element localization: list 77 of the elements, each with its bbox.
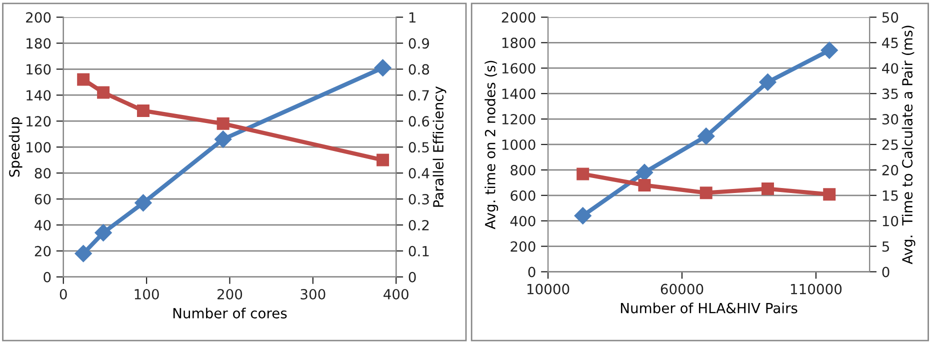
- y-tick-label: 2000: [502, 12, 536, 23]
- y-tick-label: 1800: [502, 38, 536, 48]
- y2-tick-label: 0.4: [408, 168, 430, 179]
- y-tick-label: 600: [510, 190, 536, 201]
- y2-tick-label: 10: [882, 216, 898, 226]
- point: [216, 117, 230, 130]
- y-axis-title: Avg. time on 2 nodes (s): [484, 60, 498, 230]
- y-tick-label: 80: [34, 168, 51, 179]
- y2-tick-label: 25: [882, 139, 898, 150]
- x-axis-title: Number of cores: [173, 308, 287, 318]
- y-axis-title: Speedup: [8, 117, 22, 177]
- x-tick-label: 300: [300, 288, 326, 300]
- y-tick-label: 40: [34, 220, 51, 230]
- y2-tick-label: 0.2: [408, 220, 429, 230]
- point: [214, 130, 232, 148]
- y-tick-label: 180: [26, 38, 51, 49]
- y2-tick-label: 0: [408, 272, 416, 282]
- y-tick-label: 1200: [502, 114, 536, 124]
- point: [136, 104, 150, 117]
- x-tick-label: 10000: [527, 284, 570, 294]
- y2-tick-label: 0.6: [408, 116, 430, 127]
- y2-tick-label: 0.9: [408, 38, 430, 49]
- y2-tick-label: 50: [882, 12, 898, 23]
- y-tick-label: 0: [44, 272, 51, 282]
- y2-tick-label: 45: [882, 38, 898, 48]
- y2-tick-label: 0.8: [408, 64, 430, 75]
- y-tick-label: 120: [26, 116, 51, 127]
- y2-tick-label: 35: [882, 88, 898, 100]
- x-tick-label: 0: [60, 288, 67, 300]
- x-axis-title: Number of HLA&HIV Pairs: [620, 302, 798, 314]
- y2-tick-label: 0.7: [408, 90, 429, 101]
- point: [374, 59, 392, 76]
- x-tick-label: 100: [134, 288, 159, 300]
- y2-tick-label: 0.1: [408, 246, 429, 256]
- y2-tick-label: 5: [882, 241, 889, 252]
- point: [576, 168, 590, 180]
- y-tick-label: 1000: [502, 139, 536, 150]
- y-tick-label: 100: [26, 142, 51, 153]
- y2-tick-label: 30: [882, 114, 898, 124]
- y2-tick-label: 0: [882, 266, 890, 278]
- point: [759, 74, 776, 91]
- x-tick-label: 200: [218, 288, 242, 300]
- y-tick-label: 1600: [502, 63, 536, 74]
- y2-axis-title: Avg. Time to Calculate a Pair (ms): [902, 26, 916, 264]
- y2-tick-label: 0.5: [408, 142, 429, 153]
- point: [574, 207, 592, 224]
- x-tick-label: 110000: [790, 284, 842, 294]
- point: [134, 194, 152, 212]
- point: [698, 128, 715, 145]
- x-tick-label: 60000: [660, 284, 704, 294]
- point: [94, 224, 112, 242]
- point: [376, 154, 390, 166]
- y2-tick-label: 20: [882, 164, 898, 176]
- point: [823, 188, 836, 201]
- point: [97, 86, 110, 99]
- y-tick-label: 400: [510, 216, 536, 226]
- y2-tick-label: 0.3: [408, 194, 429, 204]
- y-tick-label: 160: [26, 64, 51, 75]
- y-tick-label: 200: [26, 12, 51, 23]
- y-tick-label: 1400: [502, 88, 536, 100]
- point: [77, 73, 90, 86]
- point: [820, 42, 838, 59]
- y2-tick-label: 15: [882, 190, 898, 201]
- y-tick-label: 800: [510, 164, 536, 176]
- y-tick-label: 60: [34, 194, 51, 204]
- y-tick-label: 20: [34, 246, 51, 256]
- point: [700, 186, 712, 200]
- y2-axis-title: Parallel Efficiency: [432, 86, 446, 207]
- y2-tick-label: 40: [882, 63, 898, 74]
- y-tick-label: 0: [528, 266, 536, 278]
- point: [761, 182, 774, 196]
- x-tick-label: 400: [384, 288, 408, 300]
- point: [638, 178, 651, 192]
- point: [74, 244, 92, 262]
- y-tick-label: 200: [510, 241, 536, 252]
- y2-tick-label: 1: [409, 12, 416, 22]
- y-tick-label: 140: [26, 90, 51, 101]
